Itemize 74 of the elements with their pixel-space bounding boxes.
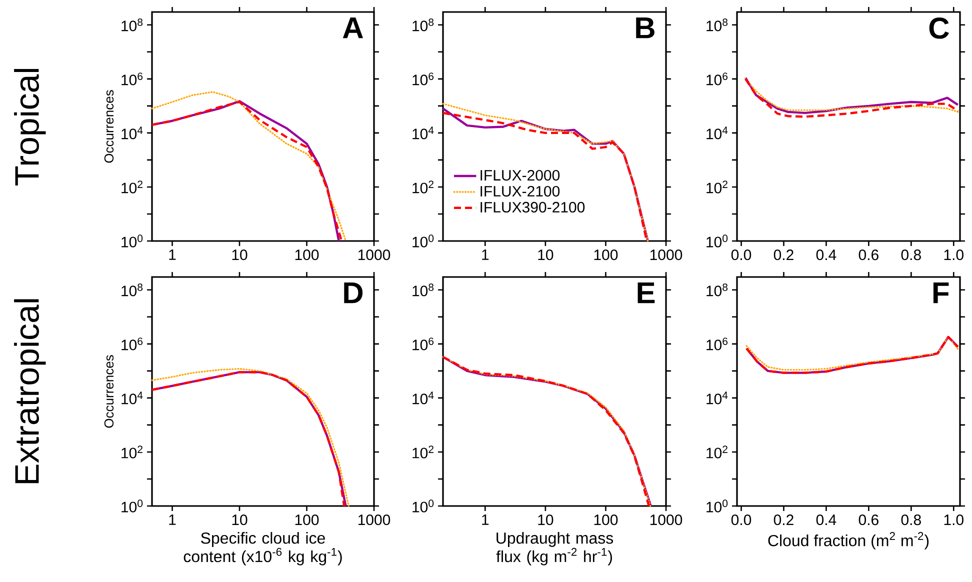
x-tick-label: 0.4 [816,250,836,260]
x-tick-label: 10 [538,514,554,526]
x-tick-label: 100 [295,514,319,526]
x-tick-label: 10 [232,250,248,260]
chart-title: F [933,282,949,304]
x-axis-title: Updraught mass flux (kg m$^{-2}$ hr$^{-1}$) [496,532,614,566]
x-tick-label: 1 [169,514,176,525]
y-tick-label: 10$^{8}$ [412,18,434,32]
x-tick-label: 10 [538,250,554,260]
y-tick-label: 10$^{4}$ [412,126,434,140]
x-tick-label: 1 [482,250,489,260]
y-tick-label: 10$^{6}$ [412,338,434,350]
y-tick-label: 10$^{6}$ [122,72,143,86]
y-tick-label: 10$^{6}$ [706,72,728,86]
x-tick-label: 100 [295,250,319,260]
x-tick-label: 0.8 [901,250,921,260]
y-tick-label: 10$^{0}$ [412,234,434,248]
chart-title: D [344,282,363,304]
y-tick-label: 10$^{4}$ [706,126,728,140]
x-tick-label: 0.0 [731,250,752,260]
x-tick-label: 0.0 [731,514,752,526]
text: Tropical [14,68,46,186]
x-tick-label: 0.8 [901,514,921,526]
x-tick-label: 1000 [358,250,390,260]
x-tick-label: 1000 [358,514,390,526]
x-axis-title: Specific cloud ice content (x10$^{-6}$ kg kg$^{-1}$) [184,532,342,566]
y-tick-label: 10$^{2}$ [122,446,142,458]
y-tick-label: 10$^{4}$ [122,392,143,404]
y-tick-label: 10$^{0}$ [706,234,728,248]
x-tick-label: 1 [169,250,176,260]
y-tick-label: 10$^{8}$ [706,284,728,296]
x-axis-title: Cloud fraction (m$^{2}$ m$^{-2}$) [768,532,929,550]
y-tick-label: 10$^{4}$ [706,392,728,404]
y-tick-label: 10$^{6}$ [412,72,434,86]
y-tick-label: 10$^{8}$ [122,284,143,296]
x-tick-label: 1 [482,514,489,525]
y-tick-label: 10$^{2}$ [706,180,728,194]
x-tick-label: 100 [594,514,618,526]
x-tick-label: 1000 [650,514,682,526]
y-tick-label: 10$^{4}$ [412,392,434,404]
y-tick-label: 10$^{2}$ [412,446,434,458]
y-tick-label: 10$^{0}$ [122,500,143,512]
x-tick-label: 100 [594,250,618,260]
x-tick-label: 0.2 [774,250,794,260]
x-tick-label: 0.2 [774,514,794,526]
legend-label: IFLUX390-2100 [480,202,585,213]
y-tick-label: 10$^{2}$ [706,446,728,458]
chart-title: A [342,18,364,38]
y-tick-label: 10$^{4}$ [122,126,143,140]
y-axis-title: Occurrences [104,355,114,428]
y-tick-label: 10$^{2}$ [122,180,142,194]
y-tick-label: 10$^{6}$ [122,338,143,350]
x-tick-label: 1.0 [944,250,964,260]
x-tick-label: 0.4 [816,514,836,526]
y-tick-label: 10$^{0}$ [122,234,143,248]
x-tick-label: 0.6 [858,514,878,526]
chart-title: B [636,18,654,38]
y-tick-label: 10$^{8}$ [412,284,434,296]
y-tick-label: 10$^{8}$ [706,18,728,32]
y-tick-label: 10$^{8}$ [122,18,143,32]
chart-title: E [638,282,655,304]
chart-title: C [929,18,949,39]
legend-label: IFLUX-2100 [480,186,560,197]
x-tick-label: 0.6 [858,250,878,260]
text: Extratropical [14,299,46,484]
legend-label: IFLUX-2000 [480,170,560,181]
x-tick-label: 1000 [650,250,682,260]
y-tick-label: 10$^{6}$ [706,338,728,350]
y-axis-title: Occurrences [104,90,114,163]
y-tick-label: 10$^{2}$ [412,180,434,194]
x-tick-label: 1.0 [944,514,964,526]
y-tick-label: 10$^{0}$ [706,500,728,512]
y-tick-label: 10$^{0}$ [412,500,434,512]
x-tick-label: 10 [232,514,248,526]
